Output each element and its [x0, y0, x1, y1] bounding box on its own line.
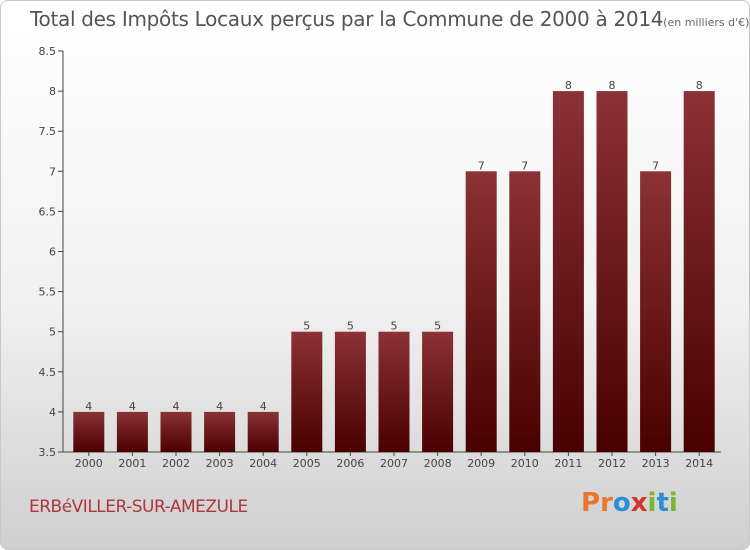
- x-tick-label: 2004: [249, 457, 277, 470]
- bar: [291, 331, 323, 452]
- bar-value-label: 4: [173, 400, 180, 413]
- y-tick-label: 8.5: [39, 45, 57, 58]
- bar: [116, 411, 148, 452]
- commune-name: ERBéVILLER-SUR-AMEZULE: [29, 497, 248, 517]
- bar-value-label: 4: [85, 400, 92, 413]
- logo-letter: x: [630, 488, 648, 518]
- bar-value-label: 4: [129, 400, 136, 413]
- bar-value-label: 5: [303, 320, 310, 333]
- bar-value-label: 7: [521, 159, 528, 172]
- x-tick-label: 2012: [598, 457, 626, 470]
- logo-letter: r: [600, 488, 613, 518]
- bar: [596, 91, 628, 452]
- bar: [422, 331, 454, 452]
- bar-value-label: 5: [347, 320, 354, 333]
- x-tick-label: 2002: [162, 457, 190, 470]
- bar: [509, 171, 541, 453]
- chart-title: Total des Impôts Locaux perçus par la Co…: [30, 7, 749, 31]
- bar: [204, 411, 236, 452]
- bar-value-label: 8: [609, 79, 616, 92]
- bar: [640, 171, 672, 453]
- y-tick-label: 7.5: [39, 125, 57, 138]
- y-axis: 3.5 4 4.5 5 5.5 6 6.5 7 7.5 8 8.5: [39, 45, 64, 459]
- logo-letter: i: [647, 488, 657, 518]
- x-tick-label: 2007: [380, 457, 408, 470]
- x-tick-label: 2009: [467, 457, 495, 470]
- y-tick-label: 5.5: [39, 286, 57, 299]
- bar-value-label: 5: [391, 320, 398, 333]
- bar-value-label: 8: [565, 79, 572, 92]
- bar: [552, 91, 584, 452]
- bar-value-label: 5: [434, 320, 441, 333]
- bar-value-label: 7: [652, 159, 659, 172]
- y-tick-label: 6: [49, 246, 56, 259]
- bar: [683, 91, 715, 452]
- logo-letter: i: [668, 488, 678, 518]
- x-tick-label: 2013: [642, 457, 670, 470]
- logo-letter: o: [612, 488, 631, 518]
- logo-letter: P: [581, 488, 601, 518]
- x-tick-label: 2011: [554, 457, 582, 470]
- x-tick-label: 2003: [206, 457, 234, 470]
- x-tick-label: 2001: [118, 457, 146, 470]
- y-tick-label: 3.5: [39, 446, 57, 459]
- chart-title-text: Total des Impôts Locaux perçus par la Co…: [30, 7, 664, 31]
- bar: [160, 411, 192, 452]
- bar: [378, 331, 410, 452]
- x-tick-label: 2000: [75, 457, 103, 470]
- x-tick-label: 2006: [336, 457, 364, 470]
- y-tick-label: 4: [49, 406, 56, 419]
- bar: [73, 411, 105, 452]
- proxiti-logo[interactable]: Proxiti: [581, 488, 678, 518]
- bar: [247, 411, 279, 452]
- y-tick-label: 4.5: [39, 366, 57, 379]
- bar: [465, 171, 497, 453]
- y-tick-label: 7: [49, 165, 56, 178]
- x-tick-label: 2010: [511, 457, 539, 470]
- x-tick-label: 2014: [685, 457, 713, 470]
- logo-letter: t: [656, 488, 669, 518]
- x-axis: 2000 2001 2002 2003 2004 2005 2006 2007 2008 2009…: [63, 451, 721, 470]
- bar-value-label: 4: [216, 400, 223, 413]
- y-tick-label: 5: [49, 326, 56, 339]
- bar-value-label: 8: [696, 79, 703, 92]
- chart-unit-label: (en milliers d'€): [663, 16, 750, 29]
- bar: [334, 331, 366, 452]
- bar-value-label: 7: [478, 159, 485, 172]
- bar-series: 4 4 4 4 4 5 5 5 5 7 7 8 8 7 8: [73, 79, 715, 453]
- y-tick-label: 6.5: [39, 205, 57, 218]
- x-tick-label: 2008: [424, 457, 452, 470]
- bar-value-label: 4: [260, 400, 267, 413]
- x-tick-label: 2005: [293, 457, 321, 470]
- y-tick-label: 8: [49, 85, 56, 98]
